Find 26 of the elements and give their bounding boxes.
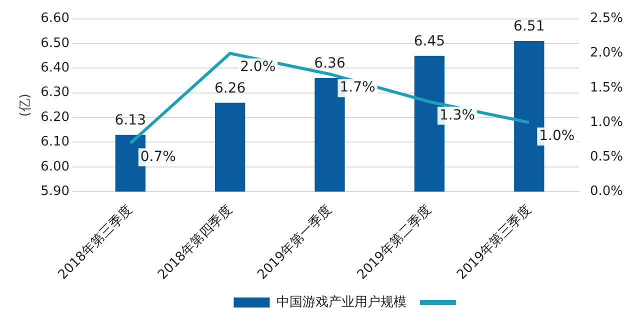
y2-tick-label: 0.0%: [590, 184, 624, 199]
data-label: 1.3%: [439, 107, 476, 124]
data-label: 6.36: [314, 56, 346, 72]
y-tick-label: 6.00: [40, 159, 70, 174]
data-label: 1.7%: [340, 80, 376, 96]
data-label: 6.26: [214, 80, 246, 96]
data-label: 2.0%: [240, 59, 276, 76]
y-tick-label: 6.50: [40, 36, 70, 51]
y2-tick-label: 0.5%: [590, 149, 624, 164]
y2-tick-label: 2.5%: [590, 11, 624, 26]
y-axis-title: (亿): [18, 94, 34, 117]
data-label: 6.51: [514, 18, 545, 35]
y-tick-label: 6.10: [40, 134, 70, 150]
data-label: 6.45: [414, 33, 446, 50]
legend-label: 中国游戏产业用户规模: [276, 294, 406, 310]
data-label: 6.13: [114, 112, 146, 128]
y-tick-label: 6.40: [40, 60, 70, 76]
data-label: 0.7%: [140, 148, 176, 165]
y2-tick-label: 2.0%: [590, 46, 624, 61]
y-tick-label: 5.90: [40, 184, 70, 199]
y-tick-label: 6.60: [40, 11, 70, 26]
y-tick-label: 6.30: [40, 85, 70, 100]
y2-tick-label: 1.0%: [590, 114, 624, 130]
data-label: 1.0%: [539, 128, 575, 144]
y2-tick-label: 1.5%: [590, 80, 624, 96]
y-tick-label: 6.20: [40, 110, 70, 125]
